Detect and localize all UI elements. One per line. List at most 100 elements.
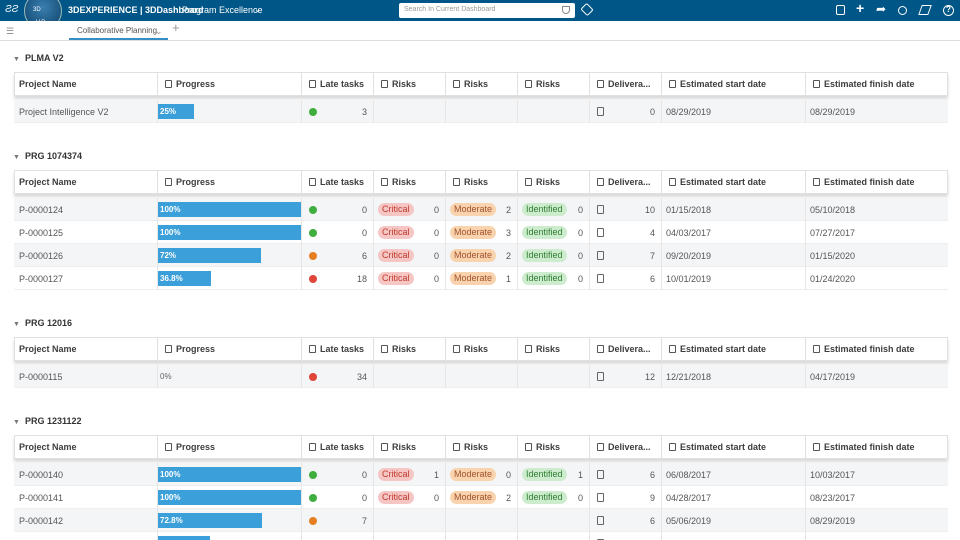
- finish-date: 04/17/2019: [810, 372, 856, 382]
- column-divider: [661, 170, 662, 194]
- column-header[interactable]: Estimated finish date: [824, 344, 915, 354]
- table-row[interactable]: [14, 532, 948, 540]
- filter-icon[interactable]: [562, 6, 570, 14]
- column-header[interactable]: Risks: [392, 344, 417, 354]
- tab[interactable]: Collaborative Planning: [77, 26, 158, 35]
- column-header[interactable]: Risks: [464, 177, 489, 187]
- column-header[interactable]: Progress: [176, 344, 216, 354]
- finish-date: 01/15/2020: [810, 251, 856, 261]
- help-icon[interactable]: [943, 5, 954, 16]
- finish-date: 05/10/2018: [810, 205, 856, 215]
- menu-icon[interactable]: ☰: [6, 26, 15, 36]
- column-header[interactable]: Risks: [392, 442, 417, 452]
- risk-badge[interactable]: Identified: [522, 249, 567, 262]
- column-header[interactable]: Estimated start date: [680, 442, 767, 452]
- column-header[interactable]: Project Name: [19, 79, 77, 89]
- column-header[interactable]: Risks: [536, 79, 561, 89]
- collapse-caret[interactable]: ▼: [13, 56, 20, 63]
- table-row[interactable]: [14, 365, 948, 388]
- table-row[interactable]: [14, 509, 948, 532]
- column-header[interactable]: Estimated finish date: [824, 442, 915, 452]
- column-header[interactable]: Project Name: [19, 177, 77, 187]
- risk-badge[interactable]: Critical: [378, 468, 414, 481]
- column-header[interactable]: Late tasks: [320, 177, 365, 187]
- dashboard-caret[interactable]: ⌄: [254, 4, 262, 14]
- column-header[interactable]: Progress: [176, 79, 216, 89]
- column-icon: [453, 345, 460, 353]
- post-icon[interactable]: [836, 5, 845, 15]
- risk-count: 2: [505, 493, 511, 503]
- risk-badge[interactable]: Critical: [378, 203, 414, 216]
- column-header[interactable]: Risks: [536, 442, 561, 452]
- column-icon: [453, 80, 460, 88]
- column-header[interactable]: Progress: [176, 442, 216, 452]
- deliverable-icon: [597, 470, 604, 479]
- cell-divider: [517, 463, 518, 486]
- risk-badge[interactable]: Critical: [378, 491, 414, 504]
- column-header[interactable]: Progress: [176, 177, 216, 187]
- column-header[interactable]: Estimated finish date: [824, 177, 915, 187]
- column-header[interactable]: Delivera...: [608, 344, 651, 354]
- tab-caret[interactable]: ⌄: [155, 26, 163, 36]
- column-header[interactable]: Project Name: [19, 442, 77, 452]
- dashboard-name[interactable]: Program Excellence: [182, 5, 263, 15]
- column-icon: [165, 178, 172, 186]
- collapse-caret[interactable]: ▼: [13, 154, 20, 161]
- column-header[interactable]: Delivera...: [608, 177, 651, 187]
- status-dot: [309, 494, 317, 502]
- column-header[interactable]: Late tasks: [320, 344, 365, 354]
- search-placeholder: Search In Current Dashboard: [404, 6, 496, 13]
- add-tab[interactable]: +: [172, 20, 180, 35]
- risk-badge[interactable]: Moderate: [450, 249, 497, 262]
- column-header[interactable]: Project Name: [19, 344, 77, 354]
- cell-divider: [661, 532, 662, 540]
- column-icon: [381, 443, 388, 451]
- table-header: [14, 337, 948, 361]
- risk-badge[interactable]: Identified: [522, 203, 567, 216]
- collapse-caret[interactable]: ▼: [13, 419, 20, 426]
- social-icon[interactable]: [898, 6, 907, 15]
- tab-underline: [69, 38, 168, 40]
- risk-badge[interactable]: Moderate: [450, 272, 497, 285]
- risk-badge[interactable]: Identified: [522, 272, 567, 285]
- column-header[interactable]: Estimated start date: [680, 177, 767, 187]
- add-icon[interactable]: +: [856, 0, 865, 16]
- risk-badge[interactable]: Identified: [522, 468, 567, 481]
- column-header[interactable]: Late tasks: [320, 79, 365, 89]
- cell-divider: [805, 532, 806, 540]
- collapse-caret[interactable]: ▼: [13, 321, 20, 328]
- column-header[interactable]: Risks: [536, 344, 561, 354]
- search-box[interactable]: [399, 3, 575, 18]
- column-icon: [669, 178, 676, 186]
- risk-badge[interactable]: Moderate: [450, 491, 497, 504]
- column-header[interactable]: Risks: [392, 79, 417, 89]
- column-header[interactable]: Delivera...: [608, 79, 651, 89]
- column-header[interactable]: Late tasks: [320, 442, 365, 452]
- column-header[interactable]: Risks: [464, 344, 489, 354]
- column-header[interactable]: Estimated finish date: [824, 79, 915, 89]
- risk-count: 0: [577, 228, 583, 238]
- risk-badge[interactable]: Critical: [378, 226, 414, 239]
- progress-label: 100%: [160, 493, 181, 502]
- risk-badge[interactable]: Identified: [522, 491, 567, 504]
- risk-badge[interactable]: Critical: [378, 249, 414, 262]
- risk-badge[interactable]: Critical: [378, 272, 414, 285]
- column-header[interactable]: Risks: [464, 79, 489, 89]
- risk-badge[interactable]: Moderate: [450, 203, 497, 216]
- table-row[interactable]: [14, 100, 948, 123]
- share-icon[interactable]: ➦: [876, 2, 887, 16]
- cell-divider: [517, 365, 518, 388]
- column-header[interactable]: Delivera...: [608, 442, 651, 452]
- risk-badge[interactable]: Moderate: [450, 468, 497, 481]
- late-tasks: 0: [361, 470, 367, 480]
- column-header[interactable]: Estimated start date: [680, 344, 767, 354]
- risk-badge[interactable]: Moderate: [450, 226, 497, 239]
- column-header[interactable]: Estimated start date: [680, 79, 767, 89]
- section-title: PRG 1074374: [25, 151, 83, 161]
- status-dot: [309, 229, 317, 237]
- column-header[interactable]: Risks: [464, 442, 489, 452]
- column-header[interactable]: Risks: [392, 177, 417, 187]
- column-header[interactable]: Risks: [536, 177, 561, 187]
- risk-badge[interactable]: Identified: [522, 226, 567, 239]
- deliverable-icon: [597, 274, 604, 283]
